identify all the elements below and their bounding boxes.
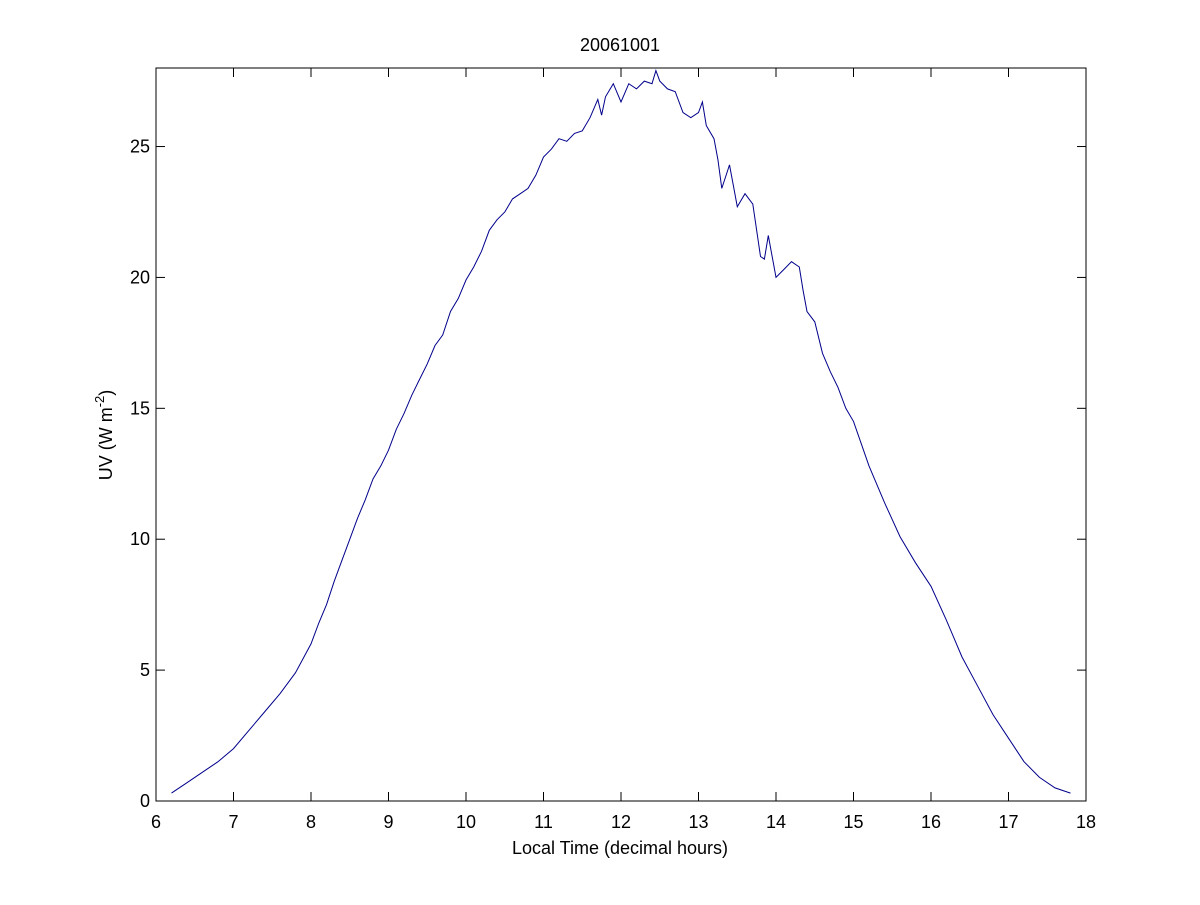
x-axis-label: Local Time (decimal hours) <box>512 838 728 858</box>
x-tick-label: 7 <box>228 812 238 832</box>
series-line <box>171 69 1071 794</box>
y-tick-label: 20 <box>130 267 150 287</box>
x-tick-label: 6 <box>151 812 161 832</box>
y-axis-label-superscript: -2 <box>92 396 107 408</box>
x-tick-label: 14 <box>766 812 786 832</box>
axis-ticks: 6 7 8 9 10 11 12 13 14 15 16 17 18 0 5 10 15 20 25 <box>130 68 1096 832</box>
x-tick-label: 16 <box>921 812 941 832</box>
x-tick-label: 15 <box>843 812 863 832</box>
chart-title: 20061001 <box>580 35 660 55</box>
x-tick-label: 8 <box>306 812 316 832</box>
y-tick-label: 10 <box>130 529 150 549</box>
y-tick-label: 15 <box>130 398 150 418</box>
x-tick-label: 17 <box>998 812 1018 832</box>
plot-frame <box>155 67 1087 802</box>
y-tick-label: 25 <box>130 137 150 157</box>
x-tick-label: 11 <box>534 812 553 832</box>
x-tick-label: 10 <box>456 812 476 832</box>
y-axis-label-main: UV (W m <box>96 407 116 480</box>
x-tick-label: 13 <box>688 812 708 832</box>
y-tick-label: 0 <box>140 791 150 811</box>
y-axis-label: UV (W m-2) <box>92 390 116 481</box>
y-tick-label: 5 <box>140 660 150 680</box>
x-tick-label: 9 <box>383 812 393 832</box>
x-tick-label: 18 <box>1076 812 1096 832</box>
x-tick-label: 12 <box>611 812 631 832</box>
y-axis-label-close: ) <box>96 390 116 396</box>
